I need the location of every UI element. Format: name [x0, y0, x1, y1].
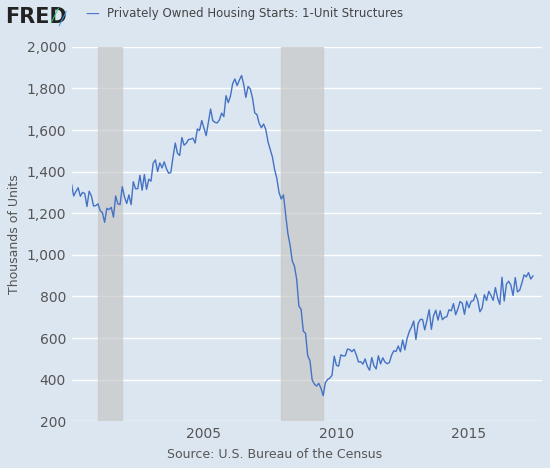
Text: ╱: ╱ — [59, 11, 67, 26]
Text: FRED: FRED — [6, 7, 67, 27]
Text: Source: U.S. Bureau of the Census: Source: U.S. Bureau of the Census — [167, 448, 383, 461]
Bar — [281, 47, 323, 421]
Text: —: — — [85, 7, 99, 22]
Text: ╱: ╱ — [51, 7, 58, 22]
Text: Privately Owned Housing Starts: 1-Unit Structures: Privately Owned Housing Starts: 1-Unit S… — [107, 7, 403, 21]
Bar — [98, 47, 122, 421]
Y-axis label: Thousands of Units: Thousands of Units — [8, 174, 21, 294]
